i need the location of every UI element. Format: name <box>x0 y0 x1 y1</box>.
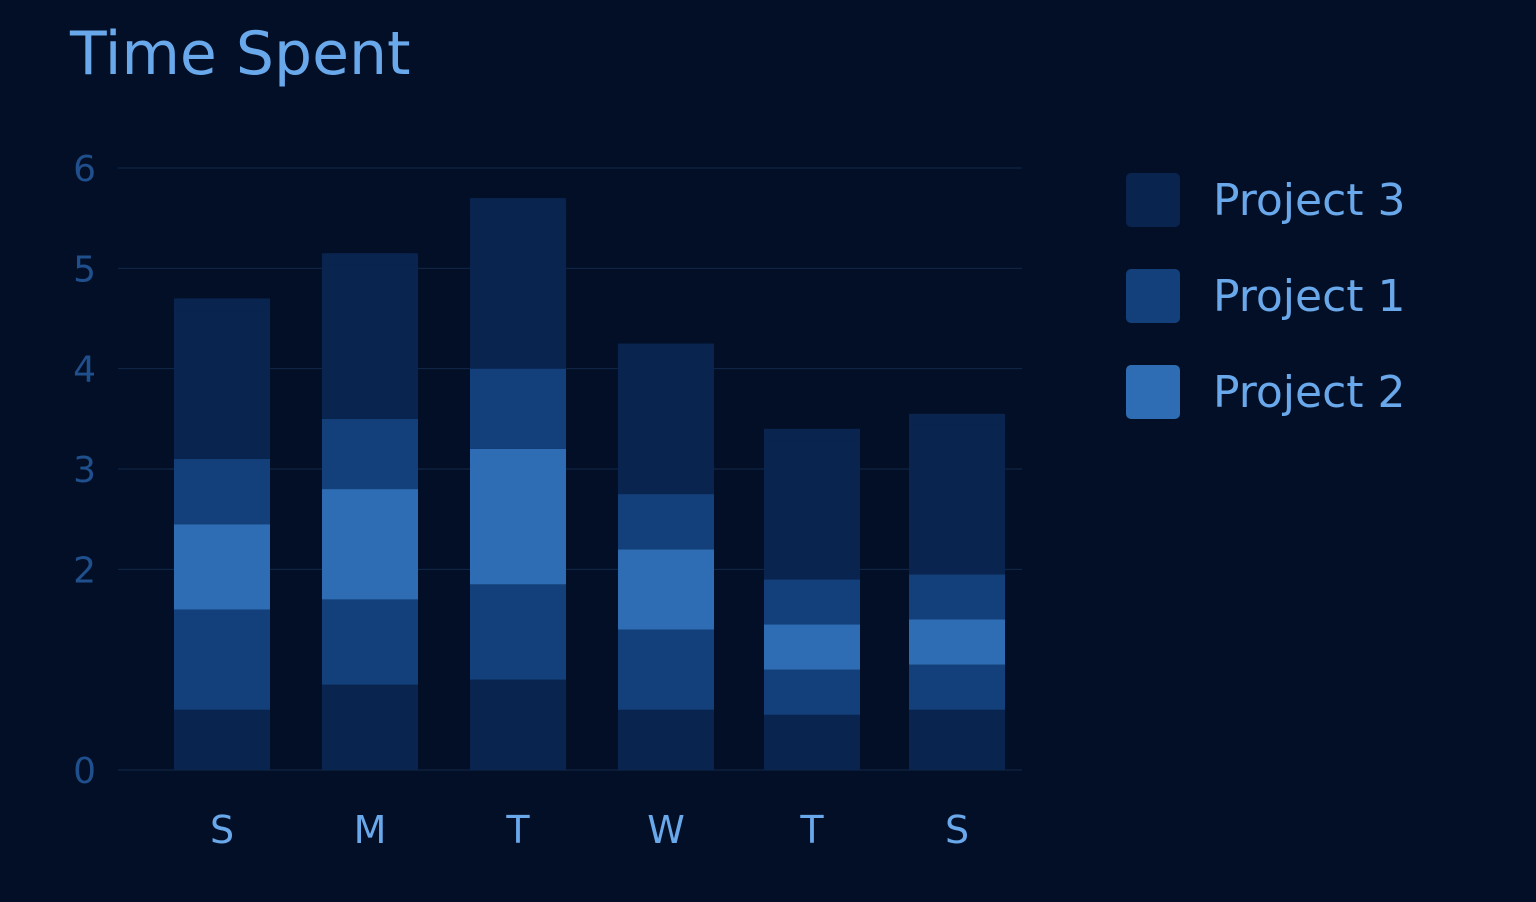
bar-segment[interactable] <box>764 428 860 580</box>
bars <box>174 198 1005 770</box>
bar-stack[interactable] <box>909 413 1005 770</box>
bar-segment[interactable] <box>470 448 566 585</box>
legend-label: Project 1 <box>1213 270 1406 322</box>
legend-item-project-2[interactable]: Project 2 <box>1126 362 1506 422</box>
bar-stack[interactable] <box>470 198 566 770</box>
legend: Project 3 Project 1 Project 2 <box>1126 170 1506 458</box>
bar-segment[interactable] <box>470 198 566 369</box>
x-tick-label: S <box>945 808 969 852</box>
bar-segment[interactable] <box>322 684 418 770</box>
bar-segment[interactable] <box>909 619 1005 665</box>
y-axis-ticks: 0 2 3 4 5 6 <box>73 149 96 792</box>
legend-swatch <box>1126 269 1180 323</box>
bar-segment[interactable] <box>618 549 714 630</box>
legend-swatch <box>1126 365 1180 419</box>
bar-segment[interactable] <box>470 584 566 680</box>
bar-segment[interactable] <box>322 489 418 600</box>
y-tick-label: 6 <box>73 149 96 190</box>
bar-segment[interactable] <box>174 609 270 710</box>
bar-segment[interactable] <box>174 298 270 459</box>
bar-segment[interactable] <box>909 664 1005 710</box>
x-tick-label: M <box>354 808 387 852</box>
bar-stack[interactable] <box>322 253 418 770</box>
bar-segment[interactable] <box>909 574 1005 620</box>
x-tick-label: W <box>647 808 685 852</box>
bar-segment[interactable] <box>174 709 270 770</box>
legend-item-project-3[interactable]: Project 3 <box>1126 170 1506 230</box>
bar-segment[interactable] <box>174 458 270 525</box>
bar-top-cap <box>764 428 860 441</box>
legend-item-project-1[interactable]: Project 1 <box>1126 266 1506 326</box>
bar-segment[interactable] <box>618 494 714 550</box>
bar-segment[interactable] <box>764 624 860 670</box>
bar-segment[interactable] <box>618 629 714 710</box>
bar-stack[interactable] <box>174 298 270 770</box>
bar-segment[interactable] <box>322 599 418 685</box>
bar-top-cap <box>322 253 418 266</box>
x-tick-label: T <box>505 808 530 852</box>
bar-segment[interactable] <box>618 709 714 770</box>
y-tick-label: 4 <box>73 350 96 391</box>
bar-stack[interactable] <box>618 343 714 770</box>
bar-top-cap <box>470 198 566 211</box>
bar-top-cap <box>174 298 270 311</box>
x-tick-label: S <box>210 808 234 852</box>
bar-segment[interactable] <box>909 709 1005 770</box>
y-tick-label: 3 <box>73 450 96 491</box>
bar-segment[interactable] <box>764 714 860 770</box>
bar-segment[interactable] <box>764 669 860 715</box>
y-tick-label: 5 <box>73 249 96 290</box>
bar-top-cap <box>909 413 1005 426</box>
legend-label: Project 2 <box>1213 366 1406 418</box>
legend-swatch <box>1126 173 1180 227</box>
bar-segment[interactable] <box>470 679 566 770</box>
bar-segment[interactable] <box>618 343 714 495</box>
legend-label: Project 3 <box>1213 174 1406 226</box>
y-tick-label: 0 <box>73 751 96 792</box>
bar-segment[interactable] <box>174 524 270 610</box>
bar-segment[interactable] <box>764 579 860 625</box>
bar-segment[interactable] <box>322 418 418 490</box>
bar-stack[interactable] <box>764 428 860 770</box>
bar-top-cap <box>618 343 714 356</box>
bar-segment[interactable] <box>909 413 1005 575</box>
chart-title: Time Spent <box>70 19 411 89</box>
y-tick-label: 2 <box>73 550 96 591</box>
bar-segment[interactable] <box>470 368 566 449</box>
bar-segment[interactable] <box>322 253 418 419</box>
x-tick-label: T <box>799 808 824 852</box>
